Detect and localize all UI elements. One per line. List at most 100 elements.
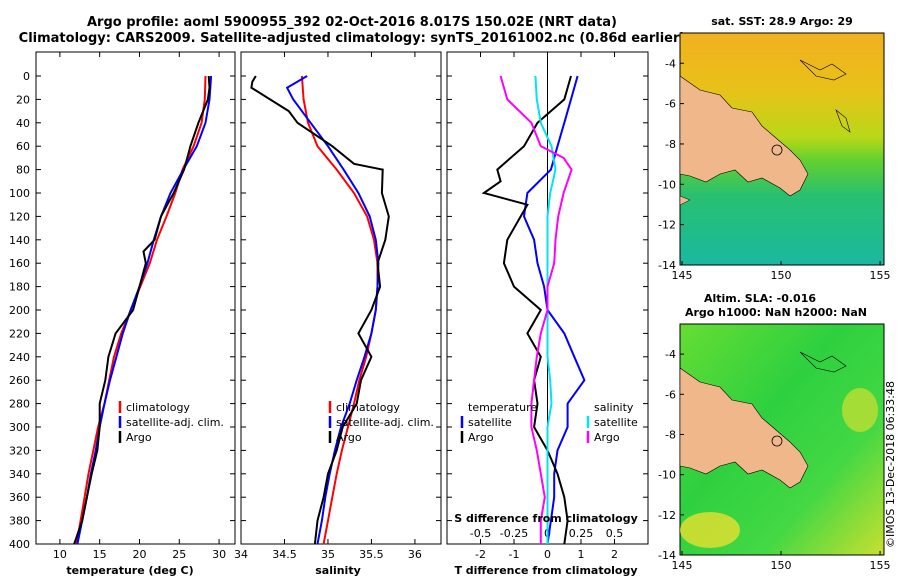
depth-tick-label: 320 (9, 444, 30, 457)
argo-location-marker (771, 435, 783, 447)
x-tick-label: 25 (172, 548, 186, 561)
x-tick-label: 34 (234, 548, 248, 561)
legend-sal-satellite: satellite (594, 416, 638, 429)
depth-tick-label: 20 (16, 93, 30, 106)
x-tick-label: 34.5 (272, 548, 297, 561)
credit-text: ©IMOS 13-Dec-2018 06:33:48 (884, 381, 897, 548)
difference-secondary-xlabel: S difference from climatology (454, 512, 638, 525)
legend-satellite-adj: satellite-adj. clim. (336, 416, 434, 429)
lat-tick-label: -4 (665, 348, 676, 361)
depth-tick-label: 360 (9, 491, 30, 504)
title-line-1: Argo profile: aoml 5900955_392 02-Oct-20… (87, 15, 617, 30)
depth-tick-label: 400 (9, 538, 30, 551)
x-tick-label: 36 (408, 548, 422, 561)
depth-tick-label: 60 (16, 140, 30, 153)
lon-tick-label: 155 (870, 559, 891, 572)
series-line (499, 75, 573, 544)
x-tick-label: 35.5 (359, 548, 384, 561)
sst-map (679, 32, 885, 266)
x-tick-label: 15 (93, 548, 107, 561)
lon-tick-label: 155 (870, 269, 891, 282)
legend-climatology: climatology (336, 401, 400, 414)
x-tick-label: -1 (509, 548, 520, 561)
depth-tick-label: 220 (9, 327, 30, 340)
temperature-panel-frame (35, 51, 236, 545)
lat-tick-label: -10 (658, 469, 676, 482)
depth-tick-label: 200 (9, 304, 30, 317)
series-line (250, 75, 390, 545)
argo-location-marker (771, 144, 783, 156)
depth-tick-label: 180 (9, 281, 30, 294)
secondary-x-tick-label: 0.5 (606, 527, 624, 540)
secondary-x-tick-label: 0.25 (569, 527, 594, 540)
x-tick-label: 1 (578, 548, 585, 561)
temperature-panel: 10 15 20 25 30 (53, 52, 226, 561)
sla-map (679, 323, 885, 556)
title-line-2: Climatology: CARS2009. Satellite-adjuste… (19, 31, 686, 46)
island-outline (799, 59, 847, 81)
depth-tick-label: 160 (9, 257, 30, 270)
lat-tick-label: -6 (665, 98, 676, 111)
island-outline (835, 109, 851, 133)
lat-tick-label: -12 (658, 509, 676, 522)
series-line (76, 75, 213, 545)
depth-axis: 0 20 40 60 80 100 120 140 160 180 200 220 240 260 280 3… (9, 70, 648, 551)
new-guinea-land (679, 367, 809, 489)
legend-salinity-heading: salinity (594, 401, 634, 414)
depth-tick-label: 380 (9, 515, 30, 528)
secondary-x-tick-label: -0.5 (470, 527, 491, 540)
lon-tick-label: 150 (771, 269, 792, 282)
salinity-xlabel: salinity (315, 564, 361, 577)
series-line (75, 75, 207, 545)
lat-tick-label: -6 (665, 388, 676, 401)
sla-map-title-1: Altim. SLA: -0.016 (704, 292, 816, 305)
x-tick-label: 0 (544, 548, 551, 561)
lon-tick-label: 145 (672, 269, 693, 282)
depth-tick-label: 260 (9, 374, 30, 387)
difference-legend: temperature satellite Argo salinity sate… (460, 401, 638, 444)
land-fragment (679, 195, 691, 206)
depth-tick-label: 300 (9, 421, 30, 434)
legend-satellite-adj: satellite-adj. clim. (126, 416, 224, 429)
difference-xlabel: T difference from climatology (454, 564, 637, 577)
depth-tick-label: 0 (23, 70, 30, 83)
x-tick-label: 20 (132, 548, 146, 561)
depth-tick-label: 100 (9, 187, 30, 200)
lat-tick-label: -10 (658, 178, 676, 191)
salinity-panel-frame (240, 51, 442, 545)
legend-temperature-heading: temperature (468, 401, 537, 414)
x-tick-label: 35 (321, 548, 335, 561)
sla-map-title-2: Argo h1000: NaN h2000: NaN (685, 306, 867, 319)
legend-temp-argo: Argo (468, 431, 494, 444)
secondary-x-tick-label: -0.25 (500, 527, 528, 540)
salinity-legend: climatology satellite-adj. clim. Argo (328, 401, 434, 444)
series-line (300, 75, 379, 545)
legend-sal-argo: Argo (594, 431, 620, 444)
legend-climatology: climatology (126, 401, 190, 414)
island-outline (799, 351, 847, 373)
lon-tick-label: 150 (771, 559, 792, 572)
lat-tick-label: -4 (665, 57, 676, 70)
salinity-panel: 34 34.5 35 35.5 36 (234, 52, 422, 561)
legend-temp-satellite: satellite (468, 416, 512, 429)
temperature-xlabel: temperature (deg C) (66, 564, 193, 577)
temperature-legend: climatology satellite-adj. clim. Argo (118, 401, 224, 444)
lat-tick-label: -8 (665, 138, 676, 151)
sla-high-patch (842, 388, 878, 432)
depth-tick-label: 340 (9, 468, 30, 481)
series-line (534, 75, 557, 544)
sla-high-patch (680, 512, 740, 548)
lat-tick-label: -14 (658, 259, 676, 272)
lat-tick-label: -8 (665, 428, 676, 441)
new-guinea-land (679, 75, 809, 197)
depth-tick-label: 280 (9, 398, 30, 411)
lon-tick-label: 145 (672, 559, 693, 572)
depth-tick-label: 80 (16, 164, 30, 177)
lat-tick-label: -14 (658, 549, 676, 562)
x-tick-label: 2 (611, 548, 618, 561)
lat-tick-label: -12 (658, 219, 676, 232)
series-line (522, 75, 586, 545)
